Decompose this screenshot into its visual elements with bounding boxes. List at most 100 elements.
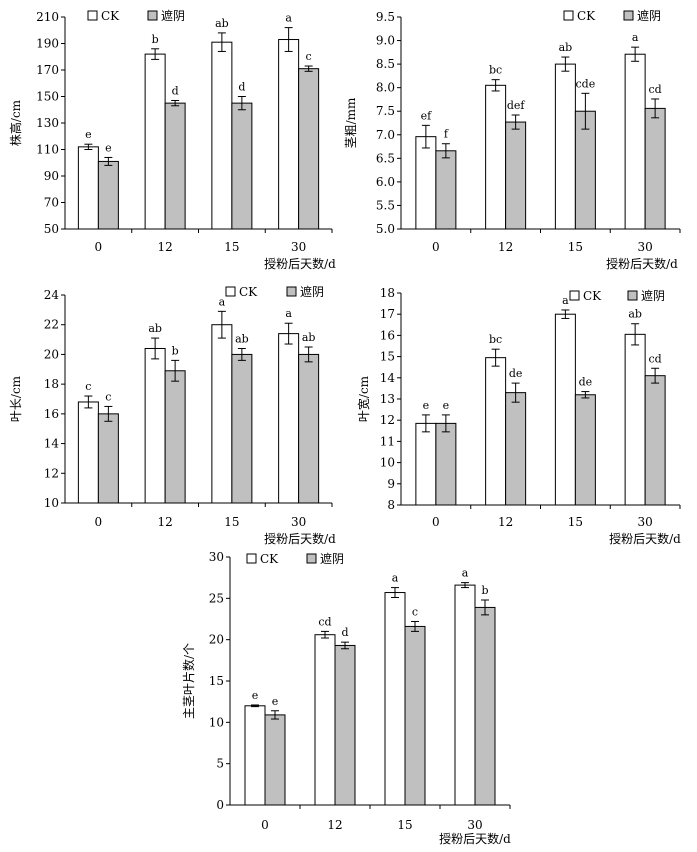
panel1-significance-label: e bbox=[85, 128, 92, 141]
panel3-y-tick-label: 24 bbox=[44, 288, 60, 302]
panel4-significance-label: e bbox=[443, 399, 450, 412]
panel5-y-tick-label: 15 bbox=[209, 674, 224, 688]
panel3-shade-bar bbox=[164, 370, 186, 504]
panel3-significance-label: ab bbox=[235, 332, 249, 345]
panel4-legend-swatch-ck bbox=[569, 290, 580, 301]
panel2-significance-label: ef bbox=[421, 109, 433, 122]
panel2-y-tick-label: 8.0 bbox=[376, 81, 395, 95]
panel3-legend-swatch-shade bbox=[286, 286, 297, 297]
panel5-significance-label: e bbox=[272, 695, 279, 708]
panel3-significance-label: a bbox=[285, 307, 292, 320]
panel4-ck-bar bbox=[554, 313, 576, 506]
panel2-significance-label: a bbox=[632, 31, 639, 44]
panel4-x-axis-label: 授粉后天数/d bbox=[609, 531, 681, 546]
panel5-shade-bar bbox=[474, 606, 496, 806]
panel1-y-axis-label: 株高/cm bbox=[8, 99, 23, 146]
panel4-ck-bar bbox=[415, 422, 437, 506]
panel5-y-tick-label: 0 bbox=[216, 798, 224, 812]
panel1-x-axis-label: 授粉后天数/d bbox=[264, 256, 336, 271]
panel1-x-tick-label: 15 bbox=[224, 240, 239, 254]
panel1-legend-label-ck: CK bbox=[101, 9, 120, 23]
panel5-y-axis-label: 主茎叶片数/个 bbox=[181, 643, 196, 719]
panel4-y-tick-label: 13 bbox=[380, 392, 395, 406]
panel4-y-tick-label: 18 bbox=[380, 286, 395, 300]
panel5-x-tick-label: 12 bbox=[327, 818, 342, 832]
panel5-ck-bar bbox=[314, 634, 336, 806]
panel5-significance-label: a bbox=[392, 572, 399, 585]
panel2-y-tick-label: 5.0 bbox=[376, 222, 395, 236]
panel5-shade-bar bbox=[264, 714, 286, 806]
panel5-legend-label-ck: CK bbox=[260, 552, 279, 566]
panel5-x-tick-label: 30 bbox=[467, 818, 482, 832]
panel2-ck-bar bbox=[624, 53, 646, 230]
panel4-y-axis-label: 叶宽/cm bbox=[356, 375, 371, 422]
panel2-y-tick-label: 7.0 bbox=[376, 128, 395, 142]
panel4-shade-bar bbox=[644, 375, 666, 506]
panel1-significance-label: d bbox=[238, 81, 245, 94]
panel2-significance-label: f bbox=[444, 128, 449, 141]
panel2-x-tick-label: 15 bbox=[568, 240, 583, 254]
panel2-x-tick-label: 30 bbox=[637, 240, 652, 254]
panel4-significance-label: e bbox=[423, 399, 430, 412]
panel1-significance-label: e bbox=[105, 141, 112, 154]
panel4-significance-label: ab bbox=[628, 308, 642, 321]
panel4-significance-label: de bbox=[579, 376, 593, 389]
panel2-significance-label: def bbox=[507, 99, 526, 112]
panel4-y-tick-label: 8 bbox=[387, 498, 395, 512]
panel2-legend-swatch-ck bbox=[563, 10, 574, 21]
panel1-legend-label-shade: 遮阴 bbox=[161, 8, 185, 23]
panel5-shade-bar bbox=[404, 625, 426, 806]
panel5-legend-swatch-shade bbox=[306, 553, 317, 564]
panel1-shade-bar bbox=[298, 68, 320, 230]
panel1-y-tick-label: 50 bbox=[44, 222, 59, 236]
panel1-ck-bar bbox=[278, 39, 300, 230]
panel1-legend-swatch-shade bbox=[147, 10, 158, 21]
panel1-legend-swatch-ck bbox=[87, 10, 98, 21]
panel2-legend-label-shade: 遮阴 bbox=[637, 8, 661, 23]
panel2-ck-bar bbox=[554, 63, 576, 230]
panel2-x-axis-label: 授粉后天数/d bbox=[606, 256, 678, 271]
panel2-x-tick-label: 12 bbox=[498, 240, 513, 254]
panel3-y-axis-label: 叶长/cm bbox=[9, 375, 23, 422]
panel2-significance-label: cde bbox=[576, 77, 596, 90]
panel2-y-tick-label: 7.5 bbox=[376, 104, 395, 118]
panel4-significance-label: cd bbox=[649, 352, 662, 365]
panel4-y-tick-label: 11 bbox=[380, 434, 395, 448]
panel5-y-tick-label: 5 bbox=[216, 757, 224, 771]
panel2-x-tick-label: 0 bbox=[432, 240, 440, 254]
panel2-ck-bar bbox=[415, 136, 437, 230]
panel4-y-tick-label: 9 bbox=[387, 477, 395, 491]
panel2-shade-bar bbox=[505, 121, 527, 230]
panel5-significance-label: c bbox=[412, 605, 418, 618]
panel4-legend-label-ck: CK bbox=[583, 289, 602, 303]
panel4-ck-bar bbox=[624, 333, 646, 506]
panel3-legend-label-ck: CK bbox=[239, 285, 258, 299]
panel2-y-tick-label: 8.5 bbox=[376, 57, 395, 71]
panel2-shade-bar bbox=[435, 150, 457, 230]
panel1-y-tick-label: 90 bbox=[44, 169, 59, 183]
panel3-x-axis-label: 授粉后天数/d bbox=[264, 531, 336, 546]
panel3-x-tick-label: 15 bbox=[224, 515, 239, 529]
panel3-ck-bar bbox=[144, 347, 166, 504]
panel3-y-tick-label: 12 bbox=[44, 466, 59, 480]
panel3-y-tick-label: 16 bbox=[44, 407, 59, 421]
panel2-significance-label: ab bbox=[559, 41, 573, 54]
panel3-significance-label: c bbox=[105, 390, 111, 403]
panel1-y-tick-label: 190 bbox=[36, 37, 59, 51]
panel5-significance-label: b bbox=[481, 584, 488, 597]
panel2-significance-label: bc bbox=[489, 64, 502, 77]
panel1-x-tick-label: 30 bbox=[291, 240, 306, 254]
panel1-ck-bar bbox=[144, 53, 166, 230]
panel3-significance-label: ab bbox=[302, 331, 316, 344]
panel3-significance-label: b bbox=[172, 344, 179, 357]
panel4-shade-bar bbox=[435, 422, 457, 506]
panel1-y-tick-label: 150 bbox=[36, 90, 59, 104]
panel2-y-tick-label: 9.0 bbox=[376, 34, 395, 48]
panel4-significance-label: a bbox=[562, 294, 569, 307]
panel4-y-tick-label: 14 bbox=[380, 371, 396, 385]
panel4-legend-label-shade: 遮阴 bbox=[641, 288, 665, 303]
panel1-ck-bar bbox=[77, 146, 99, 230]
panel5-legend-swatch-ck bbox=[246, 553, 257, 564]
panel4-ck-bar bbox=[485, 357, 507, 506]
